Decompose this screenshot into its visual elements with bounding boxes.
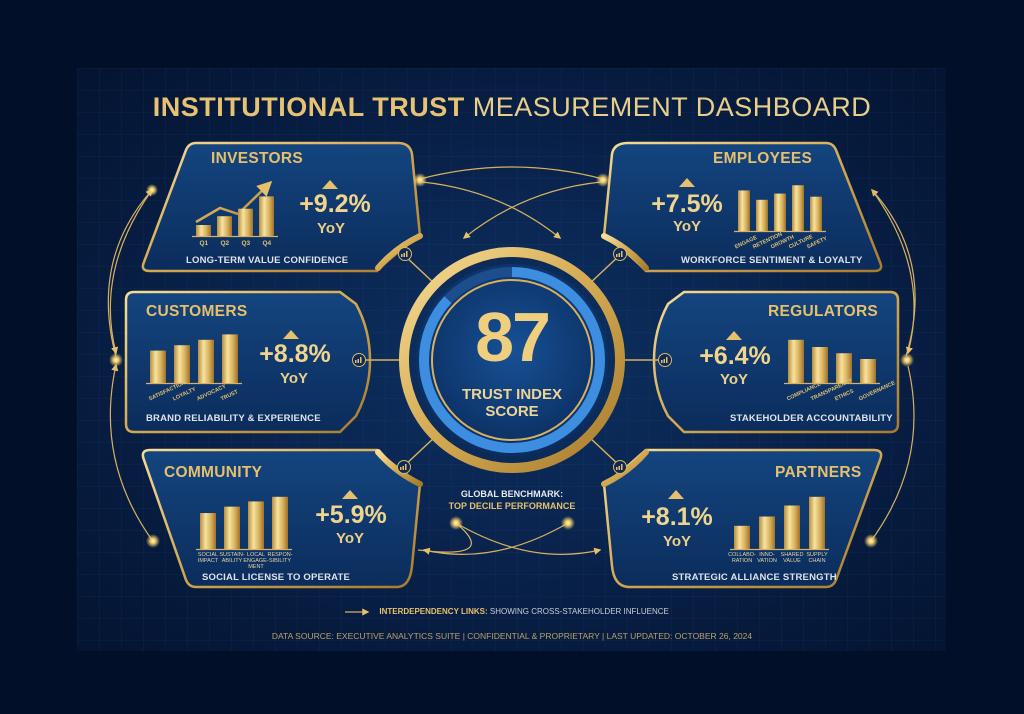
investors-bar	[217, 216, 232, 236]
employees-bar	[792, 185, 804, 231]
card-title: COMMUNITY	[164, 464, 263, 481]
up-triangle-icon	[283, 330, 299, 339]
trust-score-value: 87	[475, 298, 551, 376]
customers-bar	[222, 334, 238, 383]
page-title: INSTITUTIONAL TRUST MEASUREMENT DASHBOAR…	[0, 92, 1024, 123]
bar-label: SHARED VALUE	[780, 552, 804, 564]
partners-bar	[784, 505, 800, 549]
employees-bar	[774, 193, 786, 231]
chart-icon[interactable]	[398, 247, 412, 261]
investors-bar	[196, 225, 211, 236]
legend-title: INTERDEPENDENCY LINKS:	[379, 607, 488, 616]
legend: INTERDEPENDENCY LINKS: SHOWING CROSS-STA…	[0, 607, 1024, 616]
regulators-bar	[860, 359, 876, 383]
partners-bar	[759, 516, 775, 549]
score-ring-outer	[399, 247, 625, 473]
period-label: YoY	[672, 218, 702, 235]
bar-label: INNO- VATION	[757, 552, 777, 564]
change-value: +5.9%	[315, 501, 387, 529]
regulators-bar	[788, 339, 804, 383]
footer-text: DATA SOURCE: EXECUTIVE ANALYTICS SUITE |…	[271, 631, 753, 641]
up-triangle-icon	[679, 178, 695, 187]
benchmark-value: TOP DECILE PERFORMANCE	[448, 501, 576, 511]
card-subtitle: SOCIAL LICENSE TO OPERATE	[202, 572, 351, 583]
chart-icon[interactable]	[613, 460, 627, 474]
chart-icon[interactable]	[397, 460, 411, 474]
up-triangle-icon	[322, 180, 338, 189]
partners-bar	[734, 525, 750, 549]
chart-icon[interactable]	[352, 353, 366, 367]
period-label: YoY	[316, 220, 346, 237]
regulators-bar	[836, 353, 852, 383]
investors-bar	[259, 196, 274, 236]
employees-bar	[738, 190, 750, 231]
community-bar	[248, 501, 264, 549]
card-subtitle: STAKEHOLDER ACCOUNTABILITY	[730, 413, 893, 424]
bar-label: Q2	[220, 240, 230, 247]
partners-bar	[809, 496, 825, 549]
bar-label: COLLABO- RATION	[728, 552, 756, 564]
investors-bar	[238, 208, 253, 236]
title-light: MEASUREMENT DASHBOARD	[472, 92, 872, 122]
trust-score-label-2: SCORE	[485, 403, 539, 420]
customers-bar	[174, 345, 190, 383]
card-subtitle: LONG-TERM VALUE CONFIDENCE	[186, 255, 349, 266]
bar-label: Q1	[199, 240, 209, 247]
period-label: YoY	[719, 371, 749, 388]
regulators-bar	[812, 347, 828, 383]
bar-label: Q3	[241, 240, 251, 247]
bar-label: LOCAL ENGAGE- MENT	[243, 552, 269, 570]
chart-icon[interactable]	[613, 247, 627, 261]
employees-bar	[756, 199, 768, 231]
change-value: +6.4%	[699, 342, 771, 370]
score-ring-progress	[419, 267, 605, 453]
community-bar	[272, 496, 288, 549]
title-bold: INSTITUTIONAL TRUST	[152, 92, 465, 122]
legend-text: SHOWING CROSS-STAKEHOLDER INFLUENCE	[489, 607, 669, 616]
bar-label: Q4	[262, 240, 272, 247]
period-label: YoY	[279, 370, 309, 387]
period-label: YoY	[335, 530, 365, 547]
up-triangle-icon	[726, 331, 742, 340]
up-triangle-icon	[342, 490, 358, 499]
regulators-card-shape	[652, 290, 900, 434]
bar-label: SOCIAL IMPACT	[197, 552, 219, 564]
customers-bar	[150, 350, 166, 383]
card-title: CUSTOMERS	[146, 303, 248, 320]
customers-card-shape	[124, 290, 372, 434]
card-subtitle: STRATEGIC ALLIANCE STRENGTH	[672, 572, 837, 583]
change-value: +8.1%	[641, 503, 713, 531]
change-value: +8.8%	[259, 340, 331, 368]
card-title: INVESTORS	[211, 150, 303, 167]
bar-label: RESPON- SIBILITY	[267, 552, 293, 564]
change-value: +9.2%	[299, 190, 371, 218]
card-subtitle: BRAND RELIABILITY & EXPERIENCE	[146, 413, 321, 424]
chart-icon[interactable]	[658, 353, 672, 367]
community-bar	[224, 506, 240, 549]
card-title: REGULATORS	[768, 303, 879, 320]
period-label: YoY	[662, 533, 692, 550]
customers-bar	[198, 339, 214, 383]
bar-label: SUPPLY CHAIN	[806, 552, 828, 564]
card-title: EMPLOYEES	[713, 150, 813, 167]
community-bar	[200, 513, 216, 549]
up-triangle-icon	[668, 490, 684, 499]
trust-score-label-1: TRUST INDEX	[461, 386, 562, 403]
card-title: PARTNERS	[775, 464, 862, 481]
bar-label: SUSTAIN- ABILITY	[219, 552, 245, 564]
benchmark-label: GLOBAL BENCHMARK:	[460, 489, 564, 499]
employees-bar	[810, 196, 822, 231]
change-value: +7.5%	[651, 190, 723, 218]
card-subtitle: WORKFORCE SENTIMENT & LOYALTY	[681, 255, 863, 266]
